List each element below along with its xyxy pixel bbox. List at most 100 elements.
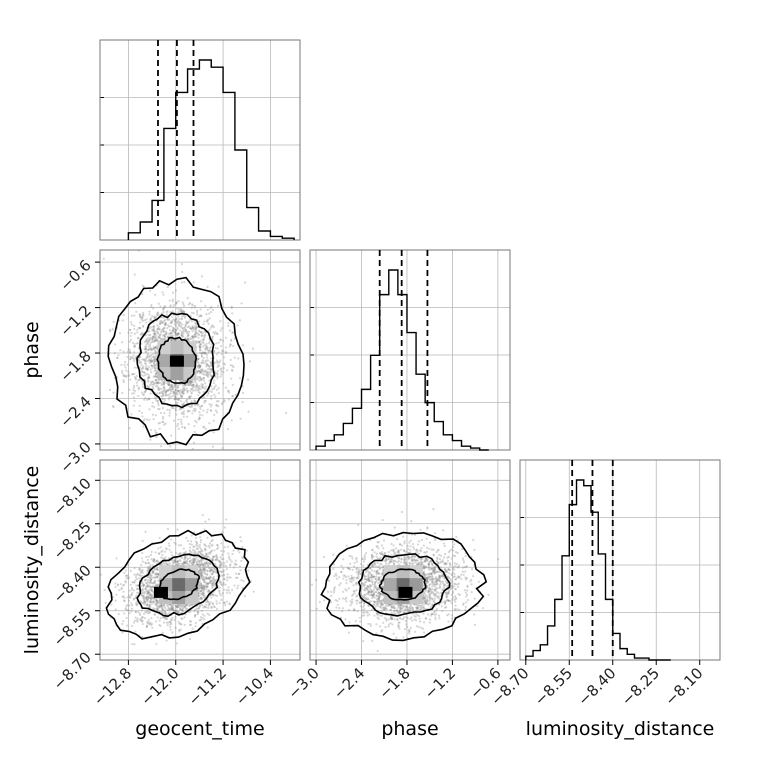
sample-point — [161, 415, 165, 418]
sample-point — [157, 311, 160, 314]
sample-point — [142, 383, 145, 386]
sample-point — [122, 379, 125, 382]
sample-point — [113, 352, 116, 355]
sample-point — [179, 562, 182, 565]
sample-point — [134, 616, 137, 619]
sample-point — [208, 328, 211, 331]
sample-point — [181, 308, 184, 312]
sample-point — [227, 589, 230, 592]
sample-point — [173, 323, 176, 326]
sample-point — [149, 606, 152, 609]
sample-point — [174, 407, 177, 411]
sample-point — [229, 338, 233, 341]
sample-point — [391, 617, 394, 620]
sample-point — [152, 307, 155, 310]
sample-point — [157, 380, 160, 383]
sample-point — [163, 386, 166, 389]
sample-point — [210, 385, 213, 388]
sample-point — [175, 318, 178, 321]
sample-point — [214, 371, 217, 374]
sample-point — [143, 341, 146, 344]
sample-point — [175, 605, 179, 609]
sample-point — [193, 545, 196, 548]
sample-point — [200, 570, 203, 573]
sample-point — [161, 381, 165, 384]
sample-point — [133, 344, 136, 348]
sample-point — [202, 426, 206, 429]
sample-point — [178, 603, 181, 606]
sample-point — [376, 616, 379, 619]
sample-point — [165, 562, 168, 565]
sample-point — [194, 336, 197, 339]
sample-point — [156, 328, 159, 331]
sample-point — [165, 382, 169, 385]
sample-point — [183, 562, 186, 565]
sample-point — [153, 561, 156, 564]
sample-point — [169, 332, 173, 335]
sample-point — [192, 561, 196, 564]
sample-point — [176, 386, 179, 389]
sample-point — [364, 598, 368, 601]
sample-point — [368, 567, 371, 570]
sample-point — [158, 623, 161, 627]
sample-point — [147, 555, 150, 558]
sample-point — [130, 593, 133, 596]
sample-point — [177, 397, 180, 400]
sample-point — [127, 599, 131, 603]
sample-point — [173, 558, 177, 561]
sample-point — [443, 561, 447, 565]
sample-point — [162, 385, 166, 388]
sample-point — [217, 360, 220, 364]
sample-point — [205, 313, 208, 316]
sample-point — [210, 375, 213, 378]
sample-point — [192, 335, 195, 338]
sample-point — [193, 615, 197, 618]
sample-point — [147, 611, 151, 614]
sample-point — [206, 359, 210, 362]
sample-point — [466, 589, 469, 592]
sample-point — [142, 365, 145, 368]
density-cell — [183, 354, 197, 368]
sample-point — [205, 554, 208, 557]
sample-point — [380, 604, 383, 607]
sample-point — [194, 322, 197, 325]
sample-point — [148, 313, 151, 316]
sample-point — [171, 608, 174, 611]
sample-point — [179, 551, 182, 555]
sample-point — [131, 604, 134, 607]
sample-point — [136, 331, 139, 334]
sample-point — [174, 560, 177, 563]
sample-point — [156, 559, 159, 562]
sample-point — [199, 582, 202, 585]
sample-point — [210, 397, 213, 400]
sample-point — [169, 325, 173, 328]
sample-point — [181, 395, 184, 399]
sample-point — [203, 395, 206, 399]
sample-point — [148, 566, 152, 570]
sample-point — [362, 639, 365, 643]
sample-point — [222, 349, 225, 353]
sample-point — [428, 593, 431, 596]
sample-point — [148, 343, 152, 347]
sample-point — [171, 291, 175, 294]
sample-point — [176, 386, 179, 389]
sample-point — [205, 359, 208, 362]
sample-point — [160, 319, 163, 322]
sample-point — [212, 431, 215, 434]
sample-point — [202, 567, 205, 571]
sample-point — [185, 560, 188, 563]
sample-point — [191, 335, 194, 338]
sample-point — [403, 542, 406, 545]
sample-point — [171, 607, 174, 610]
sample-point — [134, 302, 137, 305]
sample-point — [184, 383, 187, 387]
sample-point — [197, 595, 201, 598]
sample-point — [151, 364, 154, 368]
sample-point — [205, 560, 208, 564]
sample-point — [151, 360, 154, 363]
sample-point — [143, 595, 146, 598]
sample-point — [201, 587, 204, 590]
sample-point — [207, 582, 210, 585]
sample-point — [170, 618, 173, 621]
sample-point — [148, 605, 151, 608]
